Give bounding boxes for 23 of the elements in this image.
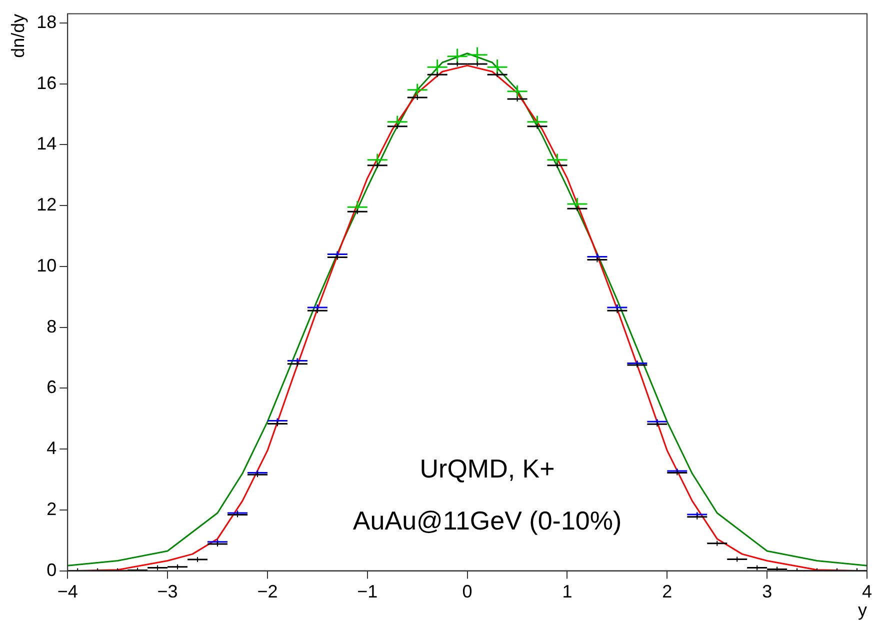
y-tick-label: 4 [46, 438, 57, 458]
x-tick-label: 4 [862, 582, 872, 602]
y-tick-label: 12 [36, 194, 57, 215]
x-tick-label: −2 [257, 582, 278, 602]
x-tick-label: 2 [662, 582, 672, 602]
y-tick-label: 8 [46, 316, 57, 336]
x-tick-label: 1 [562, 582, 572, 602]
y-tick-label: 18 [36, 12, 57, 32]
y-axis-title: dn/dy [8, 14, 28, 58]
y-tick-label: 14 [36, 134, 57, 154]
y-tick-label: 2 [46, 498, 57, 519]
y-tick-label: 16 [36, 72, 57, 93]
annotation: AuAu@11GeV (0-10%) [352, 506, 622, 536]
y-tick-label: 6 [46, 377, 57, 398]
y-tick-label: 10 [36, 255, 57, 276]
x-tick-label: 0 [462, 582, 472, 602]
x-axis-title: y [858, 600, 867, 620]
x-tick-label: −1 [357, 582, 378, 602]
y-tick-label: 0 [46, 560, 57, 580]
x-tick-label: 3 [762, 582, 772, 602]
x-tick-label: −4 [57, 582, 78, 602]
annotation: UrQMD, K+ [420, 454, 555, 484]
x-tick-label: −3 [157, 582, 178, 602]
